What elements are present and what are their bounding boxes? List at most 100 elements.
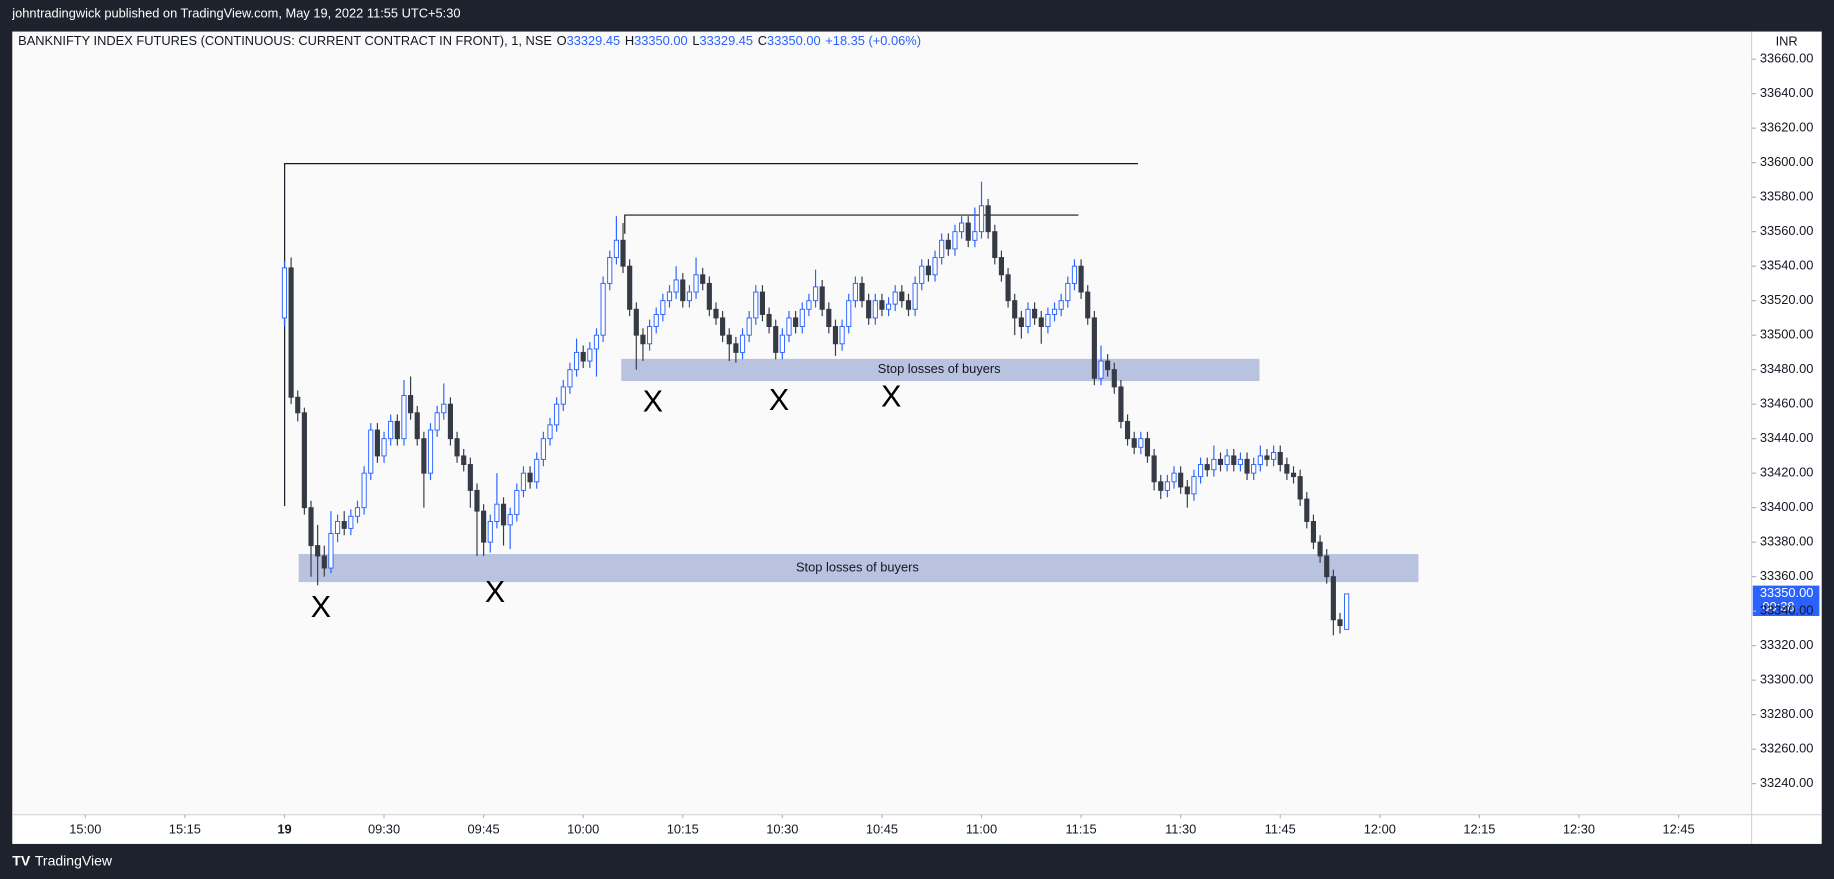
candle-body (441, 403, 447, 414)
candle-body (773, 326, 779, 353)
candle-body (673, 279, 679, 293)
candle-body (1198, 464, 1204, 478)
candle-body (554, 403, 560, 426)
h-key: H (625, 33, 634, 48)
zone-label: Stop losses of buyers (796, 559, 919, 574)
candle-body (321, 555, 327, 569)
candle-body (1038, 317, 1044, 328)
candle-body (806, 300, 812, 310)
candle-body (779, 334, 785, 353)
candle-body (1091, 317, 1097, 379)
candle-body (1025, 308, 1031, 328)
candle-body (1158, 481, 1164, 491)
x-tick-label: 09:45 (468, 821, 500, 836)
y-tick-label: 33240.00 (1760, 775, 1814, 790)
candle-body (527, 472, 533, 483)
y-tick-label: 33380.00 (1760, 534, 1814, 549)
marker: X (311, 590, 331, 624)
c-key: C (758, 33, 767, 48)
candle-body (381, 438, 387, 457)
zone (298, 554, 1419, 583)
candle-body (421, 438, 427, 474)
candle-body (713, 308, 719, 319)
price-label-countdown: 00:38 (1762, 599, 1794, 614)
candle-body (354, 507, 361, 517)
candle-body (315, 545, 321, 557)
candle-body (1012, 300, 1018, 319)
candle-body (1098, 360, 1104, 379)
x-tick-label: 15:15 (169, 821, 201, 836)
candle-body (467, 464, 473, 491)
y-tick-label: 33260.00 (1760, 741, 1814, 756)
candle-body (1284, 464, 1290, 474)
x-tick-label: 15:00 (69, 821, 101, 836)
candle-body (793, 317, 799, 328)
candle-body (627, 265, 633, 310)
candle-body (1257, 455, 1263, 466)
candle-body (959, 222, 965, 233)
candle-body (361, 472, 367, 509)
x-tick-label: 11:30 (1165, 821, 1196, 836)
candle-body (567, 369, 573, 388)
candle-body (1032, 308, 1038, 319)
y-tick-label: 33360.00 (1760, 568, 1814, 583)
candle-body (401, 395, 407, 440)
candle-body (932, 257, 938, 276)
candle-body (819, 286, 825, 310)
y-tick-label: 33520.00 (1760, 292, 1814, 307)
candle-body (945, 239, 951, 250)
candle-body (1138, 438, 1144, 448)
marker: X (769, 383, 789, 417)
x-tick-label: 10:30 (766, 821, 798, 836)
candle-body (985, 205, 991, 233)
candle-body (1317, 541, 1323, 557)
currency: INR (1776, 33, 1798, 48)
candle-body (1058, 300, 1064, 310)
candle-body (1184, 486, 1190, 495)
candle-body (341, 520, 347, 529)
candle-body (1204, 464, 1210, 471)
x-tick-label: 12:00 (1364, 821, 1396, 836)
candle-body (600, 282, 606, 336)
candle-body (866, 300, 872, 319)
legend: BANKNIFTY INDEX FUTURES (CONTINUOUS: CUR… (18, 33, 921, 48)
candle-body (1065, 282, 1071, 302)
candle-body (573, 351, 580, 371)
brand: TradingView (35, 852, 113, 868)
candle-body (500, 503, 507, 526)
candle-body (301, 412, 307, 509)
y-tick-label: 33460.00 (1760, 396, 1814, 411)
candle-body (739, 334, 746, 353)
x-tick-label: 11:00 (966, 821, 997, 836)
candle-body (1337, 619, 1343, 627)
candle-body (454, 438, 460, 457)
candle-body (1251, 464, 1257, 474)
candle-body (859, 282, 865, 302)
candle-body (686, 291, 692, 302)
marker: X (643, 384, 663, 418)
y-tick-label: 33280.00 (1760, 706, 1814, 721)
candle-body (487, 520, 493, 543)
candle-body (374, 429, 380, 457)
x-tick-label: 11:15 (1065, 821, 1096, 836)
candle-body (912, 282, 918, 310)
candle-body (447, 403, 453, 440)
candle-body (693, 274, 699, 293)
candle-body (620, 239, 626, 267)
l-key: L (692, 33, 699, 48)
candle-body (666, 291, 673, 302)
candle-body (832, 326, 839, 345)
candle-body (1224, 455, 1230, 466)
l-value: 33329.45 (700, 33, 754, 48)
candle-body (1304, 498, 1310, 522)
candle-body (872, 300, 878, 319)
candle-body (348, 515, 354, 529)
candle-body (1171, 472, 1177, 483)
candle-body (1290, 472, 1297, 478)
candle-body (1237, 458, 1243, 466)
y-tick-label: 33320.00 (1760, 637, 1814, 652)
price-axis (1751, 31, 1822, 815)
candle-body (1118, 386, 1124, 422)
candle-body (1005, 274, 1011, 302)
candle-body (992, 231, 998, 259)
